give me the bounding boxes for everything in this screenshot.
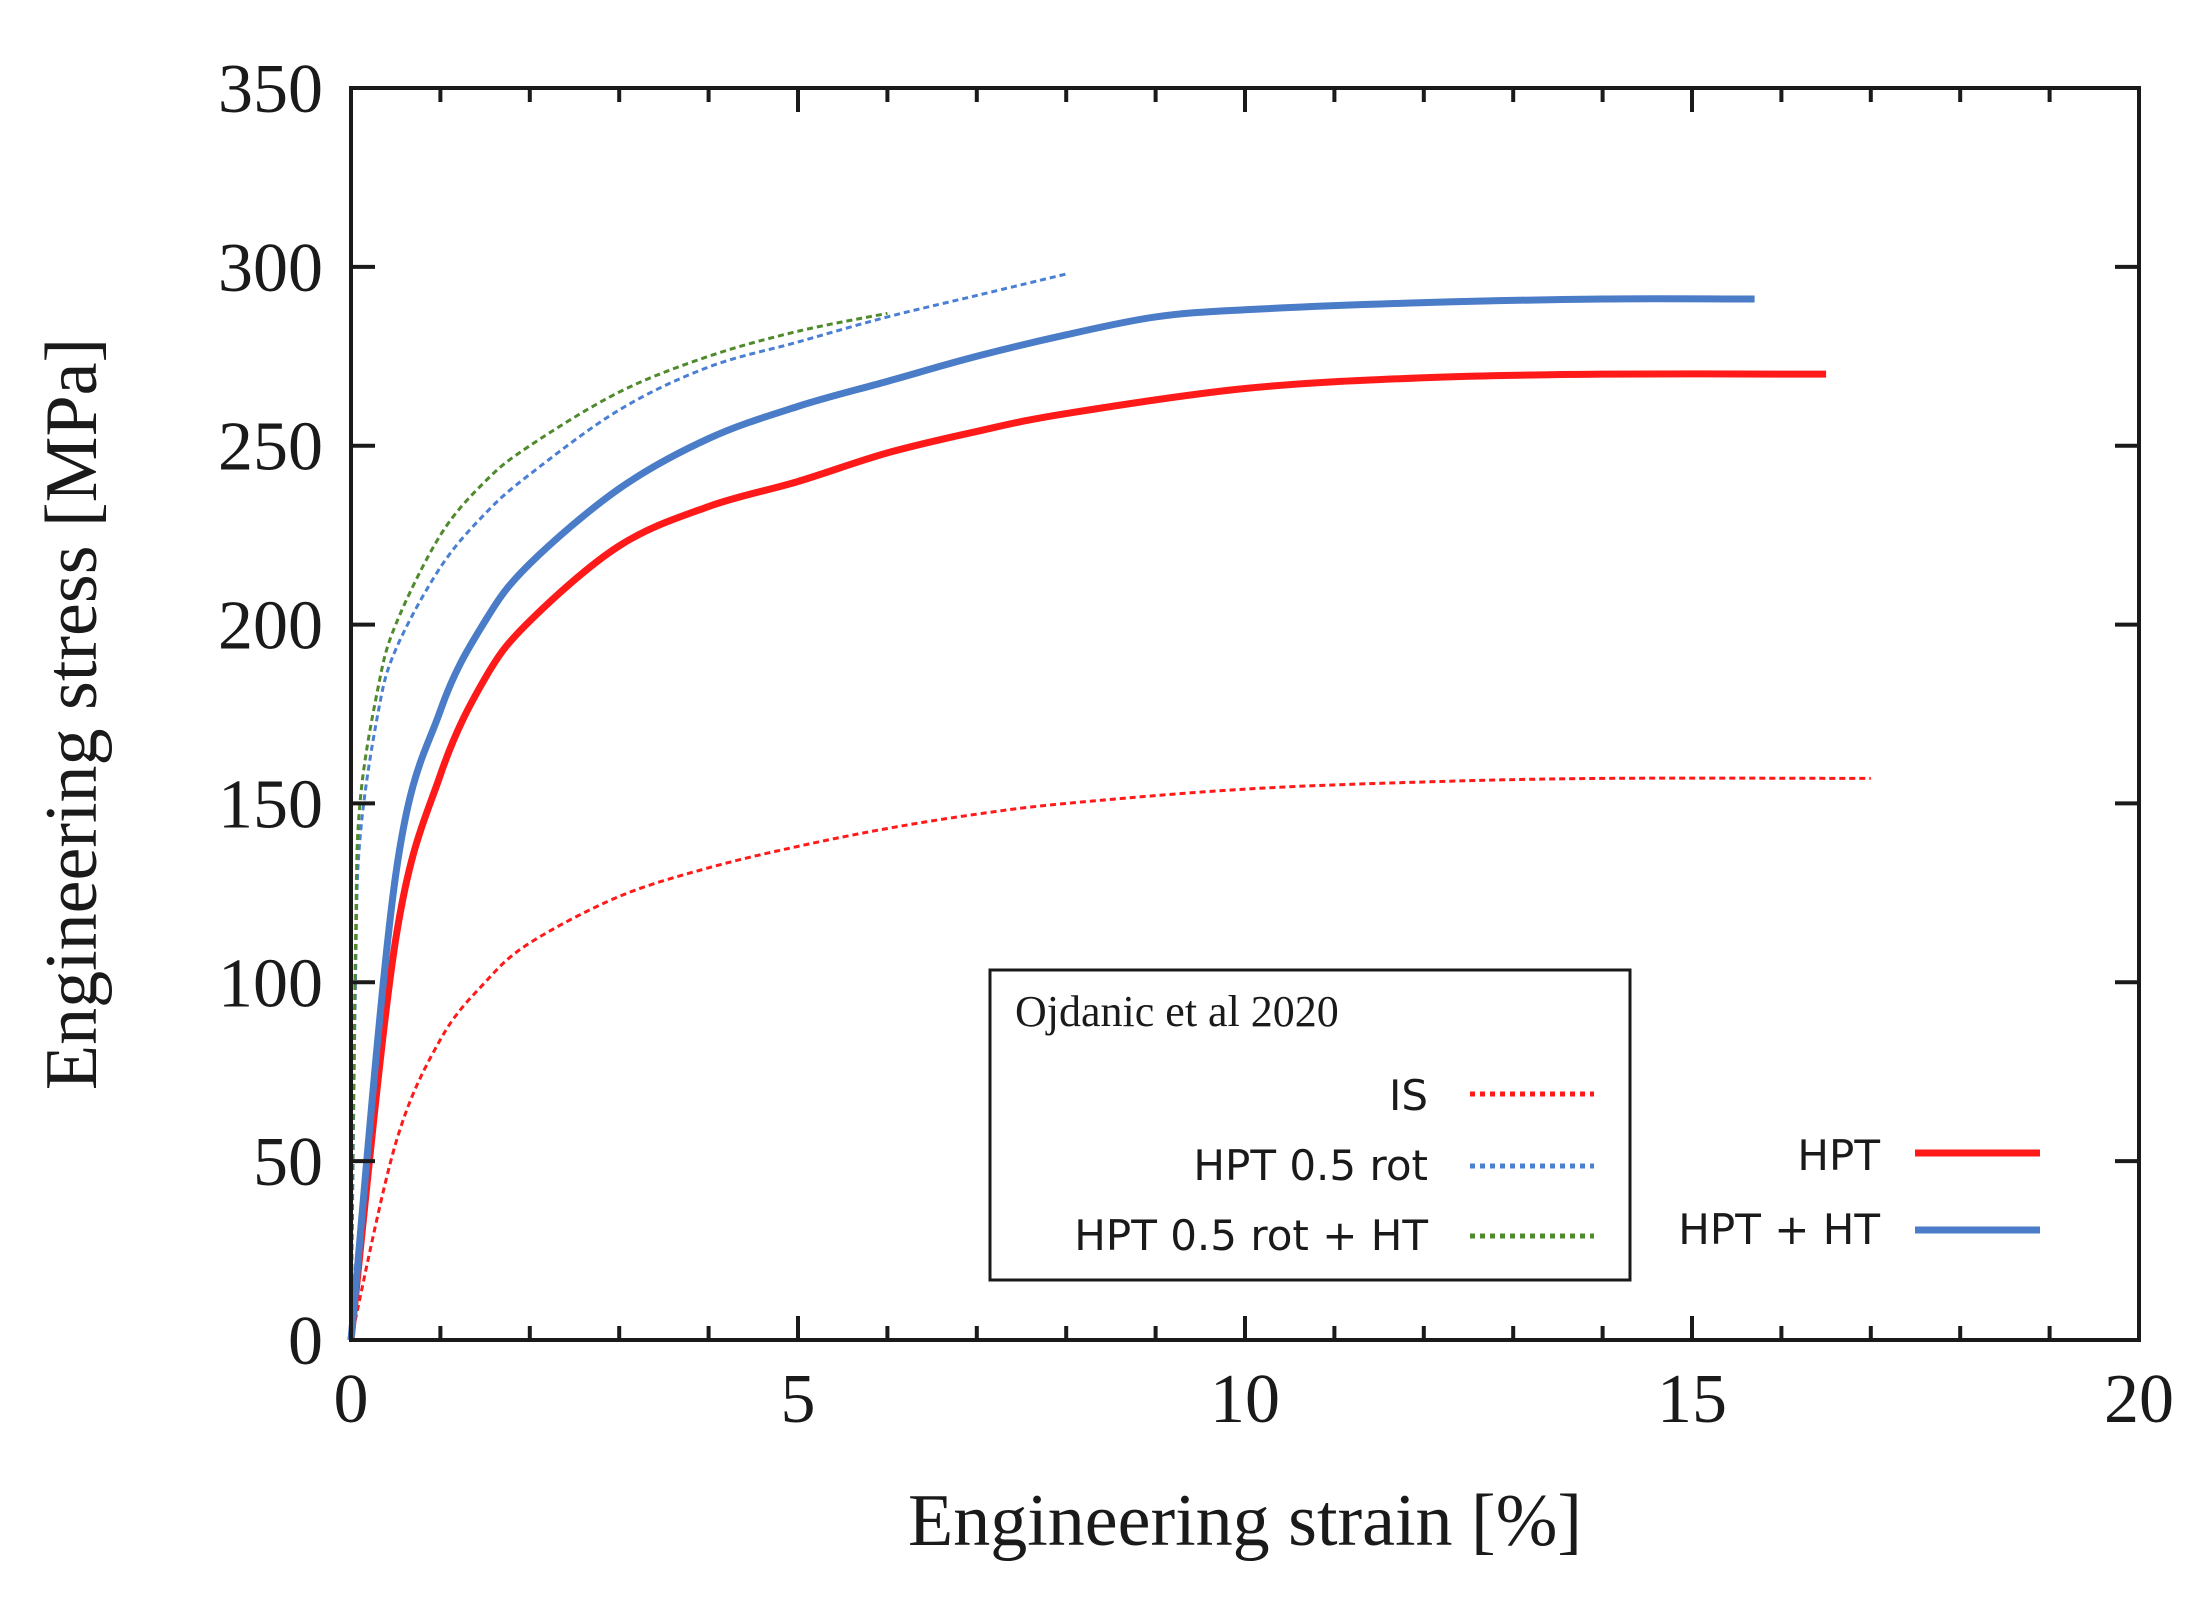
y-tick-label: 50 xyxy=(253,1124,323,1201)
legend-solid: HPT HPT + HT xyxy=(1678,1131,2040,1254)
legend-frame xyxy=(988,968,1632,1282)
y-ticks xyxy=(351,86,2139,1342)
legend-box: Ojdanic et al 2020 IS HPT 0.5 rot HPT 0.… xyxy=(988,968,1632,1282)
x-tick-label: 15 xyxy=(1657,1361,1727,1438)
series-line-hpt-ht xyxy=(347,295,1755,1341)
y-tick-label: 150 xyxy=(218,766,323,843)
legend-label-hpt-05-rot: HPT 0.5 rot xyxy=(1193,1141,1428,1190)
y-tick-labels: 0 50 100 150 200 250 300 350 xyxy=(218,51,323,1380)
series-line-hpt-0-5-rot-ht xyxy=(349,311,888,1341)
y-tick-label: 300 xyxy=(218,230,323,307)
legend-label-hpt-ht: HPT + HT xyxy=(1678,1205,1880,1254)
x-ticks xyxy=(349,88,2141,1340)
y-tick-label: 100 xyxy=(218,945,323,1022)
x-tick-label: 0 xyxy=(334,1361,369,1438)
series-line-hpt xyxy=(347,370,1827,1341)
y-tick-label: 200 xyxy=(218,588,323,665)
x-tick-labels: 0 5 10 15 20 xyxy=(334,1361,2175,1438)
legend-label-hpt-05-rot-ht: HPT 0.5 rot + HT xyxy=(1074,1211,1428,1260)
y-tick-label: 250 xyxy=(218,409,323,486)
x-axis-title: Engineering strain [%] xyxy=(908,1480,1582,1562)
y-tick-label: 350 xyxy=(218,51,323,128)
legend-title: Ojdanic et al 2020 xyxy=(1015,987,1339,1036)
series-line-is xyxy=(349,776,1871,1341)
legend-label-is: IS xyxy=(1389,1071,1428,1120)
x-tick-label: 5 xyxy=(781,1361,816,1438)
legend-label-hpt: HPT xyxy=(1797,1131,1880,1180)
y-tick-label: 0 xyxy=(288,1303,323,1380)
x-tick-label: 10 xyxy=(1210,1361,1280,1438)
y-axis-title: Engineering stress [MPa] xyxy=(31,338,113,1090)
x-tick-label: 20 xyxy=(2104,1361,2174,1438)
plot-lines xyxy=(347,272,1871,1341)
